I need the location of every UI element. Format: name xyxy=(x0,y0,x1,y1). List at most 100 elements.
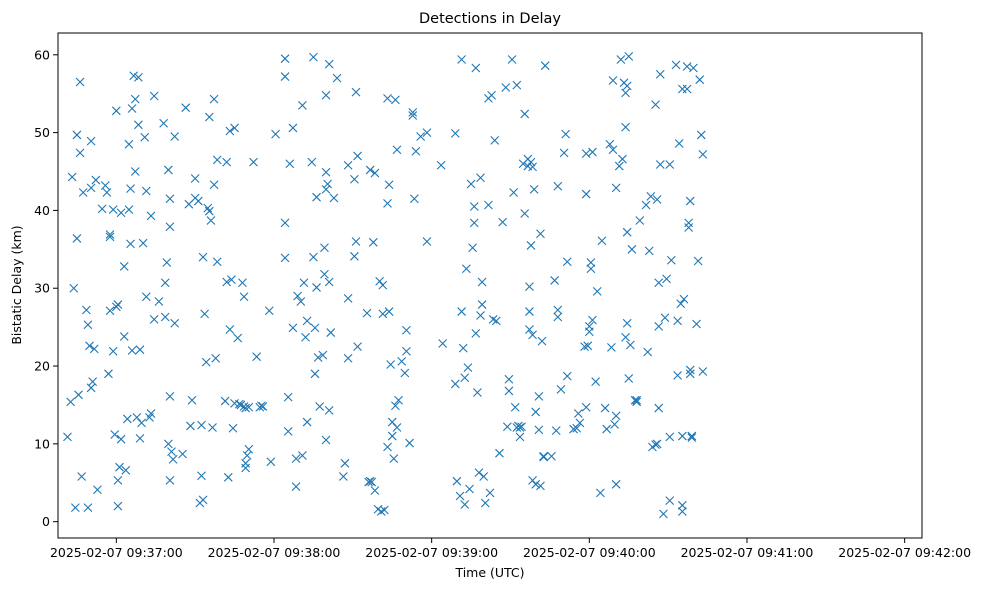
data-point-marker xyxy=(635,216,645,225)
data-point-marker xyxy=(525,307,534,316)
data-point-marker xyxy=(679,294,689,304)
data-point-marker xyxy=(531,407,541,417)
data-point-marker xyxy=(610,420,619,429)
data-point-marker xyxy=(573,409,583,418)
data-point-marker xyxy=(471,328,481,338)
data-point-marker xyxy=(244,444,254,454)
data-point-marker xyxy=(113,476,123,485)
data-point-marker xyxy=(378,280,388,290)
data-point-marker xyxy=(581,402,591,412)
data-point-marker xyxy=(63,432,72,442)
data-point-marker xyxy=(529,185,539,194)
data-point-marker xyxy=(108,205,118,215)
data-point-marker xyxy=(343,293,353,303)
data-point-marker xyxy=(698,367,708,376)
data-point-marker xyxy=(149,314,159,324)
data-point-marker xyxy=(299,278,309,288)
data-point-marker xyxy=(450,128,460,138)
data-point-marker xyxy=(588,147,597,157)
data-point-marker xyxy=(586,258,596,267)
data-point-marker xyxy=(244,402,254,412)
data-point-marker xyxy=(200,309,210,319)
data-point-marker xyxy=(368,237,378,247)
data-point-marker xyxy=(452,476,462,486)
data-point-marker xyxy=(307,157,317,167)
data-point-marker xyxy=(455,491,465,501)
data-point-marker xyxy=(285,159,295,169)
data-point-marker xyxy=(321,167,331,177)
data-point-marker xyxy=(93,485,102,495)
data-point-marker xyxy=(553,312,563,322)
data-point-marker xyxy=(537,336,547,346)
data-point-marker xyxy=(350,251,359,261)
data-point-marker xyxy=(105,232,115,242)
data-point-marker xyxy=(665,160,675,169)
data-point-marker xyxy=(370,168,380,178)
data-point-marker xyxy=(249,157,258,167)
data-point-marker xyxy=(350,174,359,184)
data-point-marker xyxy=(332,73,342,83)
data-point-marker xyxy=(411,146,421,156)
data-point-marker xyxy=(479,472,489,481)
data-point-marker xyxy=(556,384,566,394)
data-point-marker xyxy=(326,328,336,337)
data-point-marker xyxy=(280,253,290,263)
data-point-marker xyxy=(310,369,320,379)
data-point-marker xyxy=(602,424,612,434)
data-point-marker xyxy=(204,112,214,122)
data-point-marker xyxy=(313,353,323,362)
data-point-marker xyxy=(228,423,238,433)
data-point-marker xyxy=(472,388,482,397)
data-point-marker xyxy=(309,52,318,62)
data-point-marker xyxy=(583,341,593,351)
x-tick-label: 2025-02-07 09:41:00 xyxy=(681,545,814,560)
data-point-marker xyxy=(553,305,563,315)
data-point-marker xyxy=(288,123,298,133)
data-point-marker xyxy=(321,435,331,445)
data-point-marker xyxy=(190,174,200,183)
data-point-marker xyxy=(387,431,397,441)
data-point-marker xyxy=(86,136,96,146)
data-point-marker xyxy=(160,312,170,322)
data-point-marker xyxy=(338,472,348,481)
data-point-marker xyxy=(149,91,159,101)
data-point-marker xyxy=(383,199,392,208)
data-point-marker xyxy=(586,264,596,274)
data-point-marker xyxy=(588,315,597,325)
data-point-marker xyxy=(515,432,525,442)
data-point-marker xyxy=(692,319,701,329)
data-point-marker xyxy=(162,258,172,267)
data-point-marker xyxy=(66,397,76,407)
data-point-marker xyxy=(126,184,135,194)
data-point-marker xyxy=(525,325,534,334)
data-point-marker xyxy=(422,128,432,137)
data-point-marker xyxy=(654,278,664,288)
data-point-marker xyxy=(122,414,132,424)
data-point-marker xyxy=(698,149,708,159)
data-point-marker xyxy=(264,306,274,316)
data-point-marker xyxy=(70,503,80,513)
data-point-marker xyxy=(608,76,618,85)
data-point-marker xyxy=(370,486,380,495)
data-point-marker xyxy=(536,481,545,491)
data-point-marker xyxy=(340,458,350,468)
data-point-marker xyxy=(515,423,525,432)
data-point-marker xyxy=(528,330,537,340)
data-point-marker xyxy=(283,427,293,436)
data-point-marker xyxy=(651,440,660,450)
data-point-marker xyxy=(504,386,514,396)
data-point-marker xyxy=(302,417,312,427)
data-point-marker xyxy=(365,476,375,486)
data-point-marker xyxy=(165,222,175,232)
data-point-marker xyxy=(525,282,534,292)
data-point-marker xyxy=(297,451,307,460)
data-point-marker xyxy=(163,165,173,175)
data-point-marker xyxy=(622,318,632,328)
data-point-marker xyxy=(108,346,118,356)
data-point-marker xyxy=(621,88,630,98)
data-point-marker xyxy=(181,103,191,113)
data-point-marker xyxy=(324,59,334,69)
data-point-marker xyxy=(498,217,508,227)
data-point-marker xyxy=(561,129,571,139)
data-point-marker xyxy=(86,183,96,193)
